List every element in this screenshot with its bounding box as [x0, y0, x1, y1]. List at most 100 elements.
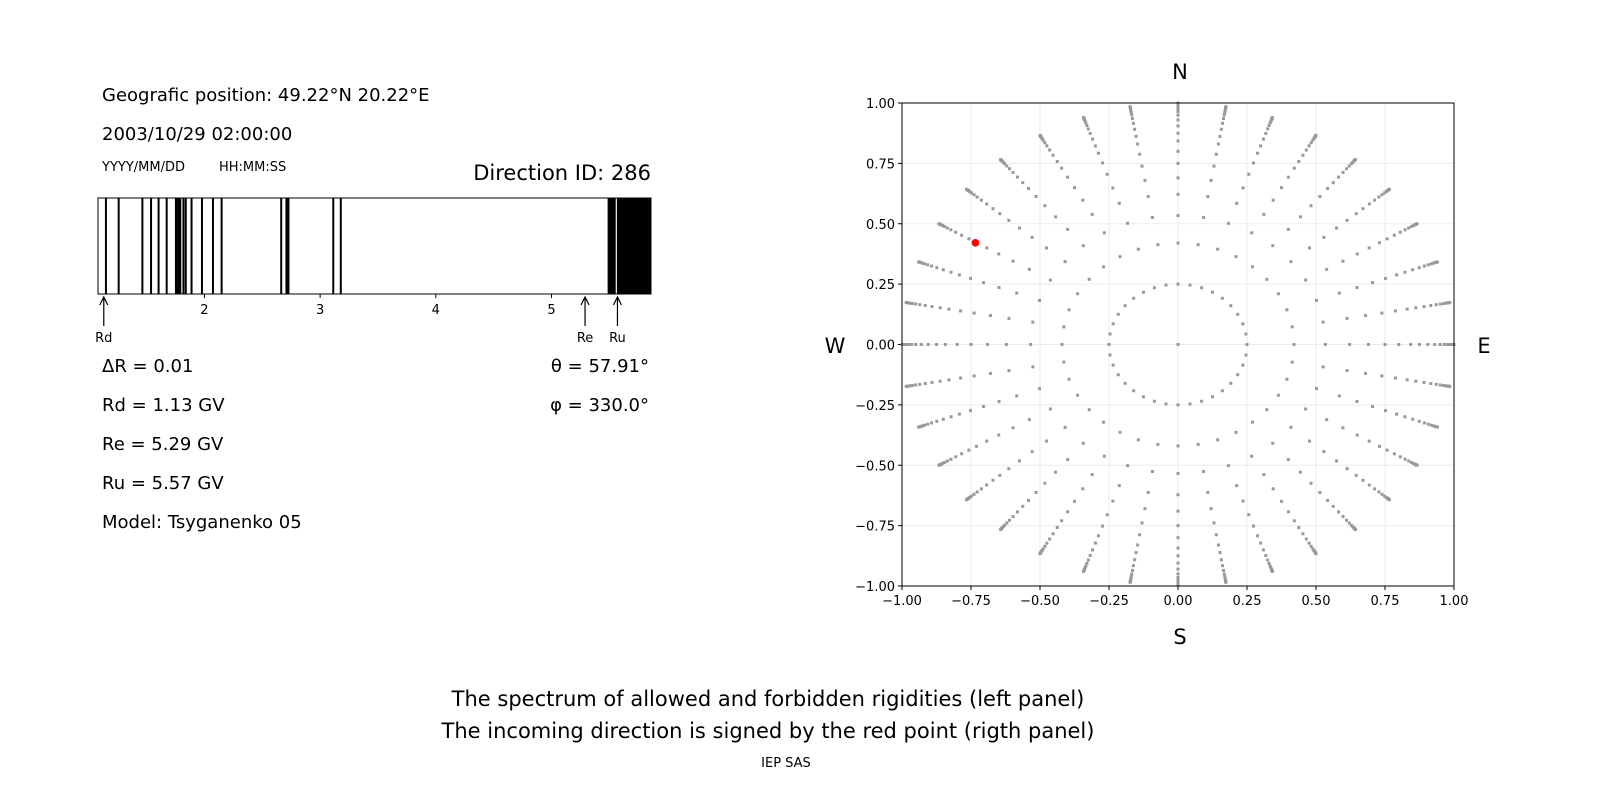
- marker-label-re: Re: [577, 331, 593, 346]
- scatter-point: [981, 404, 985, 408]
- y-tick-label: −1.00: [855, 580, 895, 595]
- scatter-point: [1308, 246, 1312, 250]
- scatter-point: [1335, 226, 1339, 230]
- scatter-point: [1102, 231, 1106, 235]
- scatter-point: [1377, 195, 1381, 199]
- scatter-point: [1367, 246, 1371, 250]
- scatter-point: [999, 527, 1003, 531]
- scatter-point: [1101, 420, 1105, 424]
- scatter-point: [1176, 124, 1180, 128]
- scatter-point: [1176, 113, 1180, 117]
- scatter-point: [1214, 152, 1218, 156]
- scatter-point: [1270, 116, 1274, 120]
- scatter-point: [1422, 305, 1426, 309]
- scatter-point: [967, 237, 971, 241]
- x-tick-label: 4: [432, 303, 440, 318]
- scatter-point: [1054, 470, 1058, 474]
- scatter-point: [1286, 510, 1290, 514]
- scatter-point: [1446, 343, 1450, 346]
- scatter-point: [1007, 467, 1011, 471]
- scatter-point: [1385, 237, 1389, 241]
- scatter-point: [1005, 521, 1009, 525]
- scatter-point: [1297, 159, 1301, 163]
- scatter-point: [1220, 389, 1224, 393]
- scatter-point: [1414, 306, 1418, 310]
- scatter-point: [988, 314, 992, 318]
- scatter-point: [1337, 510, 1341, 514]
- scatter-point: [1085, 124, 1089, 128]
- scatter-point: [1250, 231, 1254, 235]
- scatter-point: [1142, 290, 1145, 294]
- scatter-point: [1048, 148, 1052, 152]
- scatter-point: [1417, 419, 1421, 423]
- scatter-point: [1377, 490, 1381, 494]
- scatter-point: [1309, 141, 1313, 145]
- scatter-point: [985, 202, 989, 206]
- scatter-point: [1034, 490, 1038, 494]
- compass-south: S: [1173, 625, 1186, 649]
- scatter-point: [1325, 267, 1329, 271]
- scatter-point: [972, 193, 976, 197]
- scatter-point: [1176, 509, 1180, 513]
- scatter-point: [1219, 558, 1223, 562]
- arrow-up-icon: [612, 295, 622, 306]
- scatter-point: [1200, 286, 1204, 290]
- delta-r: ΔR = 0.01: [102, 356, 194, 377]
- scatter-point: [1007, 167, 1011, 171]
- scatter-point: [991, 478, 995, 482]
- scatter-point: [937, 463, 941, 467]
- scatter-point: [1062, 325, 1066, 329]
- scatter-point: [997, 286, 1001, 290]
- scatter-point: [945, 226, 949, 230]
- scatter-point: [1108, 332, 1112, 336]
- scatter-point: [1276, 393, 1280, 397]
- scatter-point: [954, 455, 958, 459]
- scatter-point: [1304, 537, 1308, 541]
- scatter-point: [965, 498, 969, 502]
- scatter-point: [1011, 515, 1015, 519]
- forbidden-band: [616, 198, 651, 294]
- scatter-point: [1085, 561, 1089, 565]
- scatter-point: [1084, 121, 1088, 125]
- scatter-point: [1292, 519, 1296, 523]
- scatter-point: [985, 483, 989, 487]
- time-format-label: HH:MM:SS: [219, 160, 287, 175]
- forbidden-band: [285, 198, 290, 294]
- scatter-point: [1140, 521, 1144, 525]
- scatter-point: [938, 306, 942, 310]
- scatter-point: [1341, 259, 1345, 263]
- scatter-point: [1081, 198, 1085, 202]
- scatter-point: [1286, 458, 1290, 462]
- x-tick-label: 5: [547, 303, 555, 318]
- scatter-point: [1271, 244, 1275, 248]
- scatter-point: [1271, 487, 1275, 491]
- scatter-point: [1252, 524, 1256, 528]
- scatter-point: [1044, 439, 1048, 443]
- scatter-point: [917, 260, 921, 264]
- scatter-point: [1027, 267, 1031, 271]
- scatter-point: [1410, 460, 1414, 464]
- marker-label-ru: Ru: [609, 331, 626, 346]
- scatter-point: [1015, 394, 1019, 398]
- scatter-point: [1218, 551, 1222, 555]
- scatter-point: [908, 384, 912, 388]
- scatter-point: [975, 444, 979, 448]
- scatter-point: [1265, 277, 1269, 281]
- scatter-point: [1133, 127, 1137, 131]
- scatter-point: [1132, 296, 1136, 300]
- scatter-point: [1426, 263, 1430, 267]
- scatter-point: [1444, 301, 1448, 305]
- scatter-point: [1245, 343, 1249, 346]
- scatter-point: [1411, 417, 1415, 421]
- scatter-point: [1380, 311, 1384, 315]
- scatter-point: [1011, 170, 1015, 174]
- scatter-point: [904, 301, 908, 305]
- scatter-point: [1398, 455, 1402, 459]
- scatter-point: [1066, 458, 1070, 462]
- arrow-up-icon: [580, 295, 590, 306]
- scatter-point: [1286, 175, 1290, 179]
- scatter-point: [1082, 569, 1086, 573]
- scatter-point: [1084, 564, 1088, 568]
- scatter-point: [1011, 259, 1015, 263]
- scatter-point: [930, 421, 934, 425]
